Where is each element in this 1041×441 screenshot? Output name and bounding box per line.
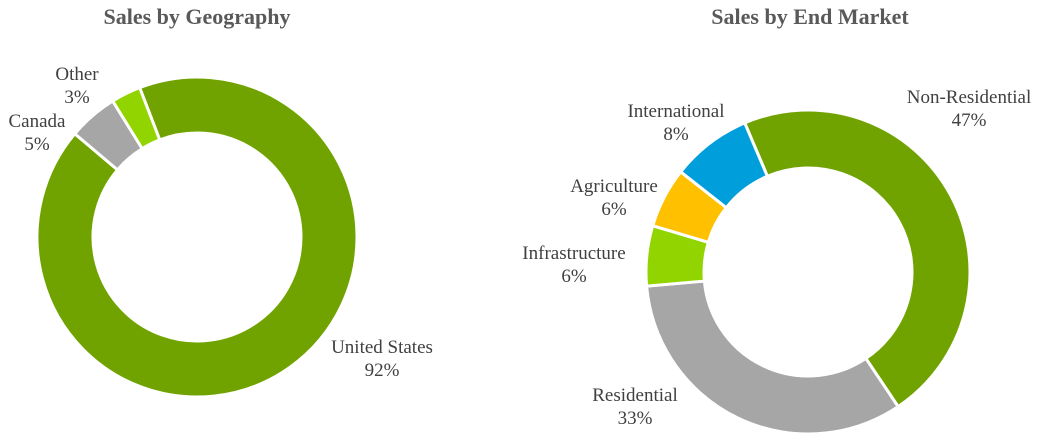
label-agriculture: Agriculture 6%: [570, 176, 658, 220]
label-non-residential: Non-Residential 47%: [906, 87, 1032, 131]
label-infrastructure: Infrastructure 6%: [522, 243, 626, 287]
geography-slice-united-states: [35, 75, 359, 399]
end-market-slice-non-residential: [742, 108, 972, 409]
end-market-slice-residential: [644, 279, 901, 436]
geography-slice-other: [110, 85, 162, 151]
label-canada: Canada 5%: [8, 111, 66, 155]
end-market-slice-international: [678, 120, 770, 210]
chart-title-end-market: Sales by End Market: [711, 4, 909, 29]
label-united-states: United States 92%: [331, 337, 433, 381]
chart-title-geography: Sales by Geography: [103, 4, 291, 29]
label-other: Other 3%: [55, 64, 99, 108]
label-international: International 8%: [627, 101, 725, 145]
label-residential: Residential 33%: [592, 385, 678, 429]
